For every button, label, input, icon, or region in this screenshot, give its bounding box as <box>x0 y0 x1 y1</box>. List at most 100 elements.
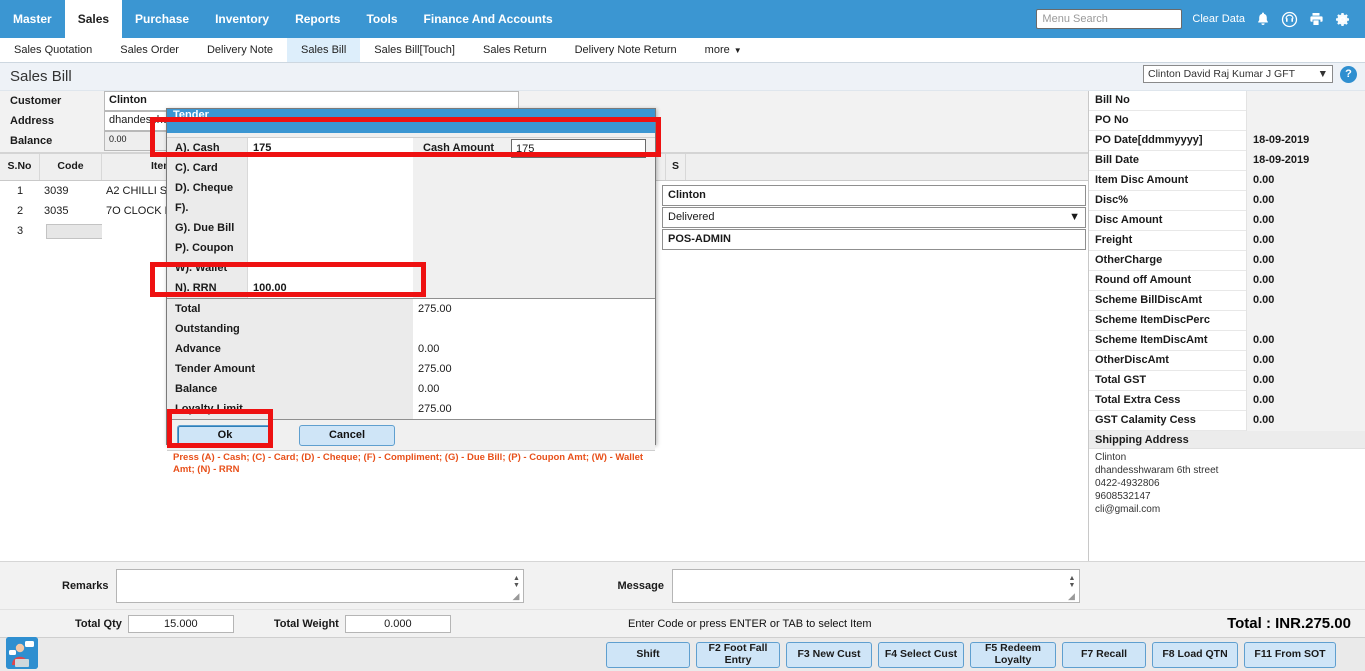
grid-header-s[interactable]: S <box>666 154 686 180</box>
summary-value[interactable] <box>1247 110 1365 131</box>
summary-value[interactable]: 0.00 <box>1247 370 1365 391</box>
tender-separator <box>167 298 655 299</box>
printer-icon[interactable] <box>1308 11 1324 27</box>
grid-header-s-no[interactable]: S.No <box>0 154 40 180</box>
table-row[interactable]: 3 <box>0 221 1088 241</box>
summary-value[interactable]: 0.00 <box>1247 290 1365 311</box>
empty-code-input[interactable] <box>46 223 102 239</box>
topnav-item-finance-and-accounts[interactable]: Finance And Accounts <box>423 12 553 26</box>
cell-name[interactable]: 7O CLOCK RA <box>106 205 180 217</box>
subnav-item-delivery-note[interactable]: Delivery Note <box>193 38 287 62</box>
tender-input[interactable] <box>247 218 413 238</box>
topnav-item-inventory[interactable]: Inventory <box>215 12 270 26</box>
total-weight-label: Total Weight <box>273 617 339 630</box>
cell-code[interactable]: 3035 <box>44 205 69 217</box>
cell-sno[interactable]: 1 <box>16 185 24 197</box>
summary-label: Scheme BillDiscAmt <box>1089 290 1247 311</box>
gear-icon[interactable] <box>1334 11 1351 28</box>
summary-value[interactable]: 0.00 <box>1247 210 1365 231</box>
cell-name[interactable]: A2 CHILLI SU <box>106 185 176 197</box>
delivery-status-select[interactable]: Delivered ▼ <box>662 207 1086 228</box>
summary-row: Total Extra Cess 0.00 <box>1089 390 1365 411</box>
cell-sno[interactable]: 3 <box>16 225 24 237</box>
branch-select[interactable]: Clinton David Raj Kumar J GFT ▼ <box>1143 65 1333 83</box>
subnav-item-sales-bill-touch-[interactable]: Sales Bill[Touch] <box>360 38 469 62</box>
tender-summary-label: Advance <box>167 339 413 359</box>
menu-search-input[interactable] <box>1036 9 1183 29</box>
tender-input-cash[interactable]: 175 <box>247 138 413 158</box>
ship-name-field[interactable]: Clinton <box>662 185 1086 206</box>
message-input[interactable]: ▲ ▼ ◢ <box>671 568 1080 603</box>
summary-value[interactable]: 0.00 <box>1247 270 1365 291</box>
tender-input[interactable] <box>247 198 413 218</box>
summary-value[interactable]: 0.00 <box>1247 230 1365 251</box>
summary-value[interactable]: 0.00 <box>1247 250 1365 271</box>
tender-row: P). Coupon Amt <box>167 238 655 274</box>
headset-icon[interactable] <box>1281 11 1298 28</box>
tender-row: F). Compliment <box>167 198 655 234</box>
summary-value[interactable]: 0.00 <box>1247 330 1365 351</box>
cell-code[interactable] <box>40 223 102 239</box>
tender-label: G). Due Bill <box>167 218 247 238</box>
remarks-input[interactable]: ▲ ▼ ◢ <box>116 568 525 603</box>
summary-value[interactable]: 0.00 <box>1247 170 1365 191</box>
subnav-item-sales-quotation[interactable]: Sales Quotation <box>0 38 106 62</box>
cash-amount-input[interactable]: 175 <box>511 138 646 158</box>
topnav-item-sales[interactable]: Sales <box>64 0 123 38</box>
tender-input[interactable]: 100.00 <box>247 278 413 298</box>
footer-button-f5-redeem-loyalty[interactable]: F5 Redeem Loyalty <box>970 641 1056 668</box>
summary-value[interactable] <box>1247 310 1365 331</box>
footer-button-f11-from-sot[interactable]: F11 From SOT <box>1244 641 1336 668</box>
summary-value[interactable]: 18-09-2019 <box>1247 150 1365 171</box>
summary-value[interactable] <box>1247 90 1365 111</box>
ok-button[interactable]: Ok <box>177 424 273 446</box>
top-navigation-bar: Master Sales Purchase Inventory Reports Tools… <box>0 0 1365 38</box>
subnav-item-delivery-note-return[interactable]: Delivery Note Return <box>561 38 691 62</box>
topnav-item-reports[interactable]: Reports <box>295 12 341 26</box>
tender-summary-row: Balance 0.00 <box>167 379 655 399</box>
assistant-avatar-icon[interactable] <box>6 637 38 669</box>
tender-input[interactable] <box>247 178 413 198</box>
cancel-button[interactable]: Cancel <box>299 424 395 446</box>
topnav-item-tools[interactable]: Tools <box>366 12 398 26</box>
remarks-spinner-icon[interactable]: ▲ ▼ <box>513 574 520 589</box>
help-icon[interactable]: ? <box>1340 65 1357 83</box>
footer-button-f4-select-cust[interactable]: F4 Select Cust <box>878 641 964 668</box>
footer-button-f3-new-cust[interactable]: F3 New Cust <box>786 641 872 668</box>
subnav-item-more[interactable]: more ▼ <box>691 38 756 62</box>
clear-data-button[interactable]: Clear Data <box>1192 13 1245 25</box>
grid-header-code[interactable]: Code <box>40 154 102 180</box>
summary-value[interactable]: 0.00 <box>1247 190 1365 211</box>
subnav-item-sales-order[interactable]: Sales Order <box>106 38 193 62</box>
summary-row: Disc% 0.00 <box>1089 190 1365 211</box>
cell-sno[interactable]: 2 <box>16 205 24 217</box>
tender-input[interactable] <box>247 258 413 278</box>
resize-grip-icon[interactable]: ◢ <box>1067 590 1075 601</box>
bell-icon[interactable] <box>1255 11 1271 27</box>
topnav-item-purchase[interactable]: Purchase <box>135 12 190 26</box>
summary-row: Bill Date 18-09-2019 <box>1089 150 1365 171</box>
summary-value[interactable]: 0.00 <box>1247 350 1365 371</box>
footer-button-f8-load-qtn[interactable]: F8 Load QTN <box>1152 641 1238 668</box>
resize-grip-icon[interactable]: ◢ <box>512 590 520 601</box>
summary-label: Item Disc Amount <box>1089 170 1247 191</box>
salesman-field[interactable]: POS-ADMIN <box>662 229 1086 250</box>
footer-button-shift[interactable]: Shift <box>606 641 690 668</box>
topnav-item-master[interactable]: Master <box>13 12 52 26</box>
tender-input[interactable] <box>247 158 413 178</box>
footer-button-f7-recall[interactable]: F7 Recall <box>1062 641 1146 668</box>
summary-value[interactable]: 0.00 <box>1247 390 1365 411</box>
tender-input[interactable] <box>247 238 413 258</box>
total-weight-value: 0.000 <box>344 614 451 633</box>
cell-code[interactable]: 3039 <box>44 185 69 197</box>
branch-select-value: Clinton David Raj Kumar J GFT <box>1148 68 1296 80</box>
summary-value[interactable]: 0.00 <box>1247 410 1365 431</box>
cash-amount-label: Cash Amount <box>423 142 495 154</box>
message-spinner-icon[interactable]: ▲ ▼ <box>1068 574 1076 589</box>
subnav-item-sales-bill[interactable]: Sales Bill <box>287 38 361 62</box>
footer-button-f2-foot-fall-entry[interactable]: F2 Foot Fall Entry <box>696 641 780 668</box>
summary-row: PO Date[ddmmyyyy] 18-09-2019 <box>1089 130 1365 151</box>
summary-value[interactable]: 18-09-2019 <box>1247 130 1365 151</box>
subnav-item-sales-return[interactable]: Sales Return <box>469 38 561 62</box>
